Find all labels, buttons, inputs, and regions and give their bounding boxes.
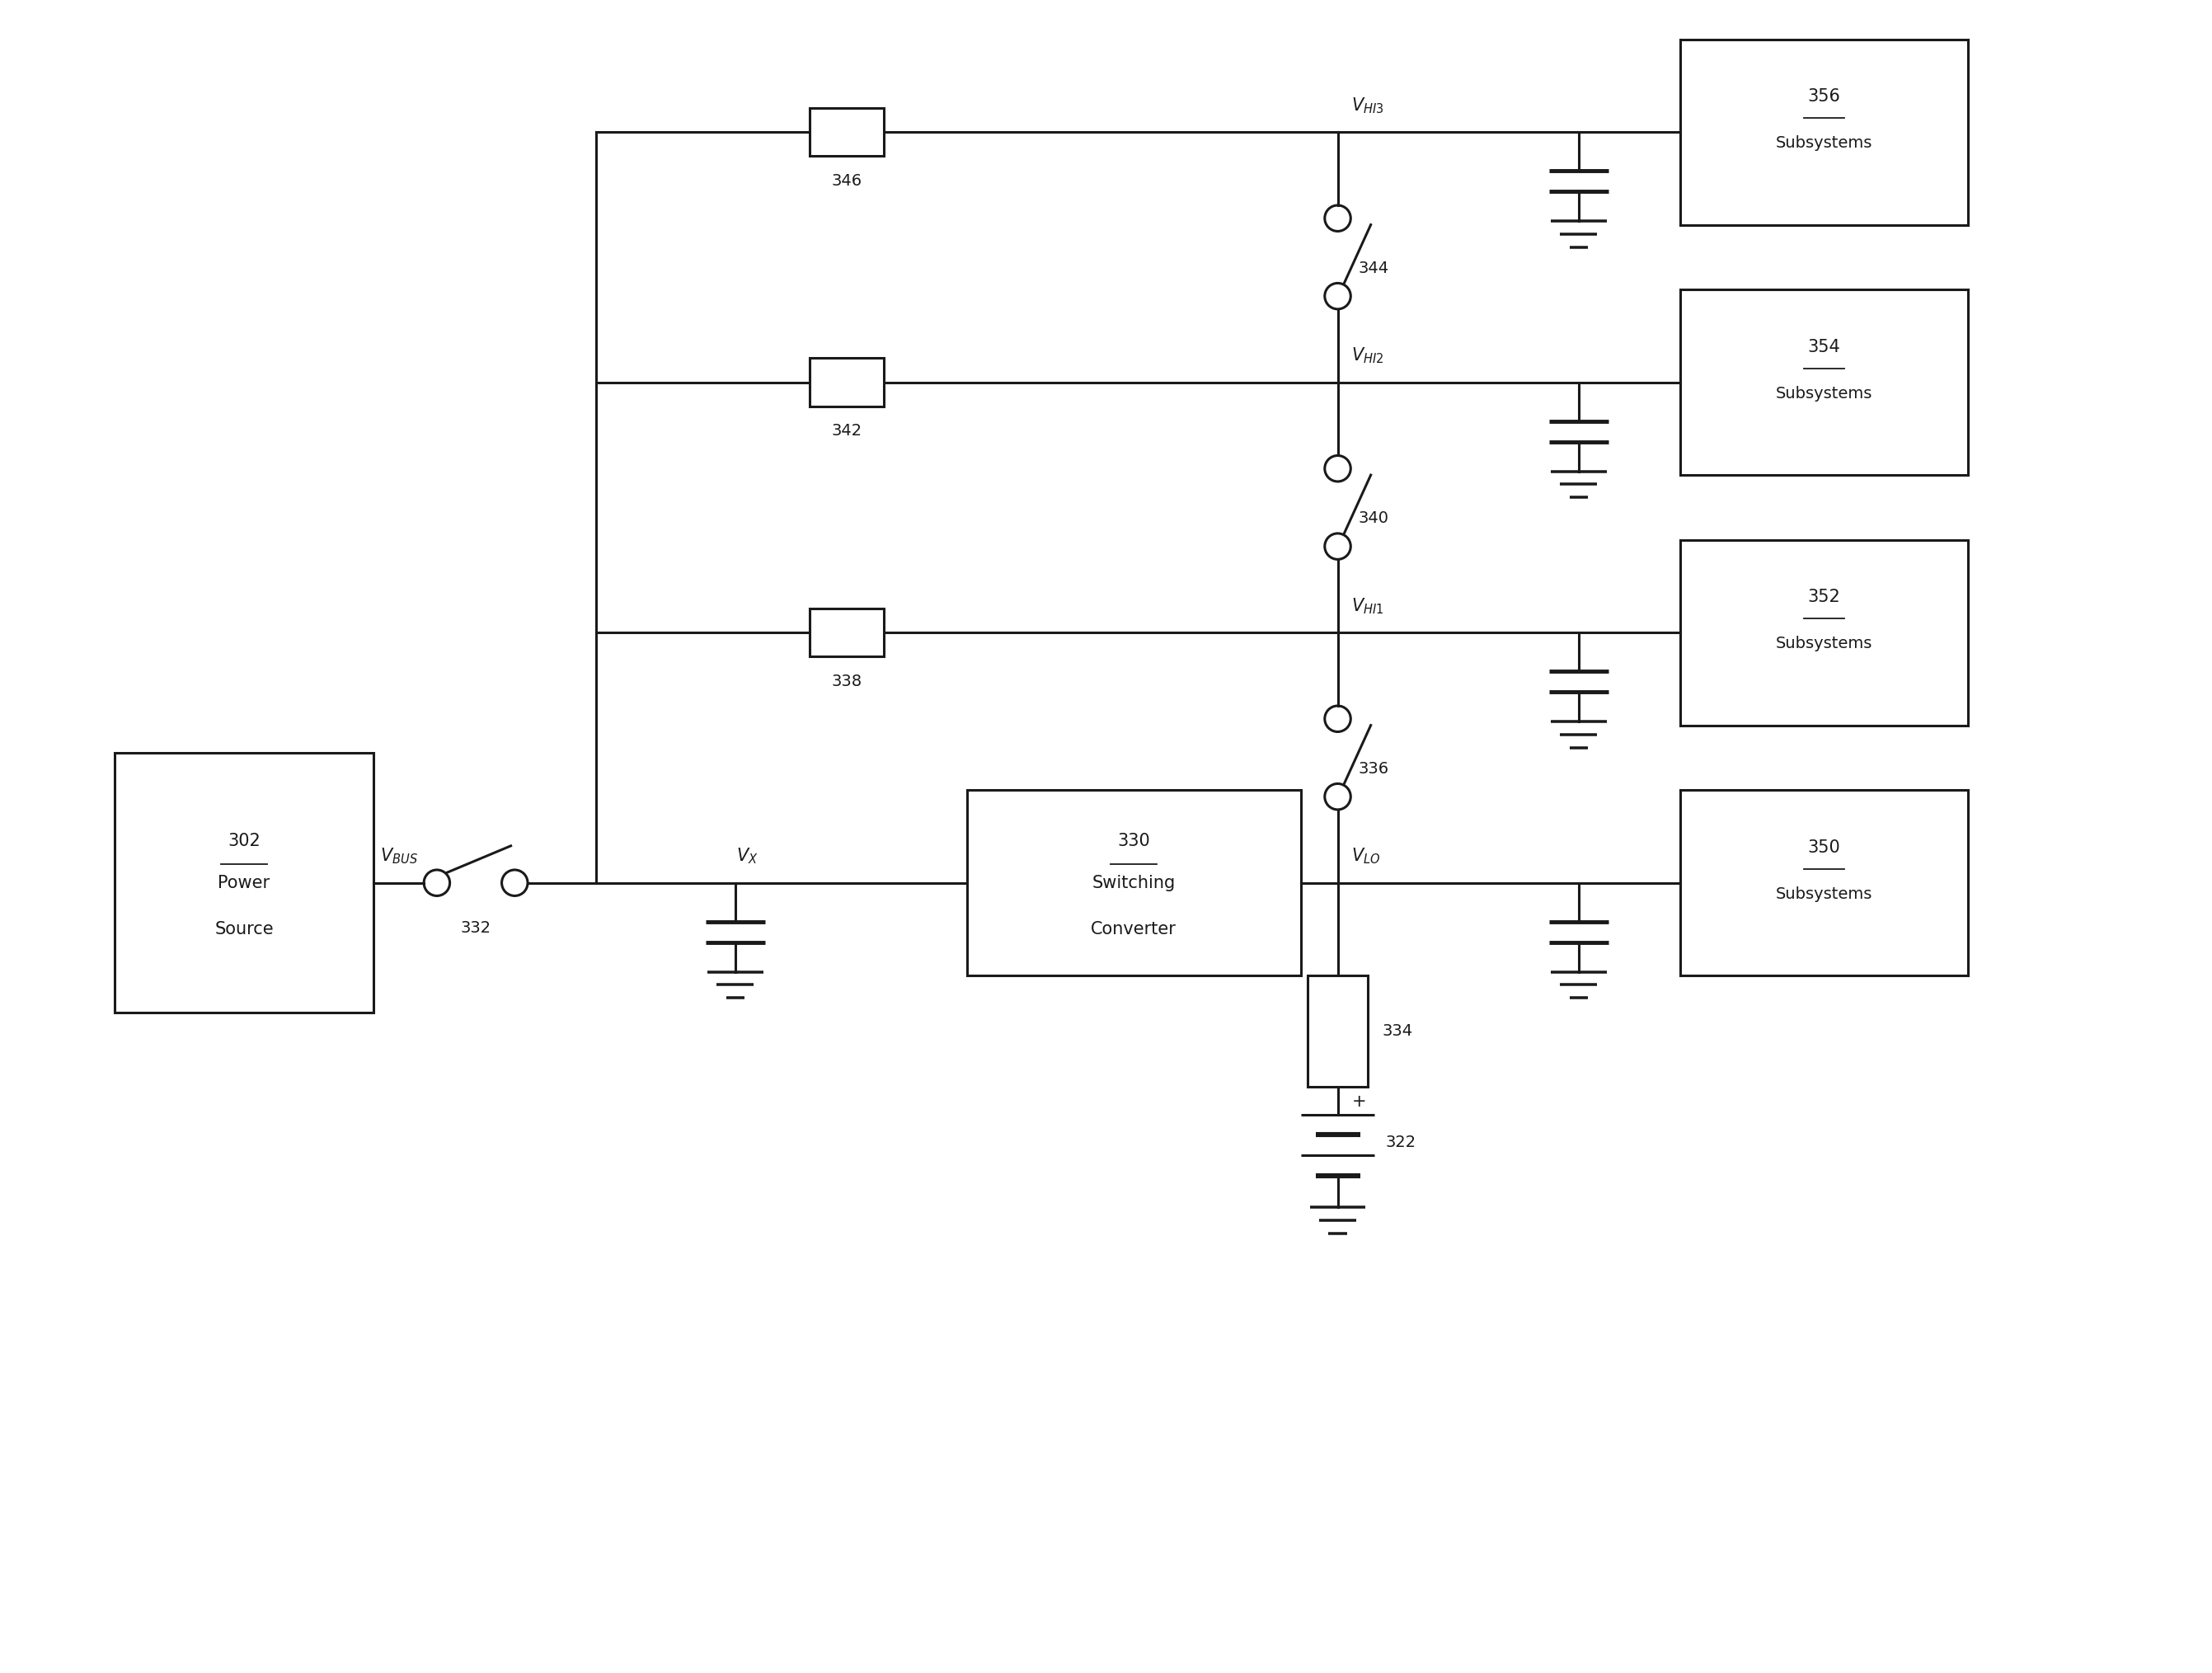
Text: 334: 334 [1382,1024,1413,1039]
Text: $V_{HI2}$: $V_{HI2}$ [1352,346,1385,366]
Bar [115,753,374,1012]
Bar [810,609,883,657]
Text: $V_{LO}$: $V_{LO}$ [1352,847,1380,867]
Text: Converter: Converter [1091,920,1177,937]
Text: 354: 354 [1807,340,1840,355]
Text: Subsystems: Subsystems [1776,887,1874,902]
Text: 330: 330 [1117,833,1150,850]
Text: Switching: Switching [1093,875,1175,892]
Bar [810,358,883,407]
Text: Subsystems: Subsystems [1776,136,1874,151]
Text: $V_{HI3}$: $V_{HI3}$ [1352,95,1385,115]
Bar [1681,790,1969,975]
Text: +: + [1352,1094,1367,1109]
Bar [1681,289,1969,475]
Text: 342: 342 [832,423,863,438]
Bar [810,109,883,156]
Text: 346: 346 [832,172,863,189]
Bar [1307,975,1367,1087]
Text: 350: 350 [1807,840,1840,857]
Text: $V_{HI1}$: $V_{HI1}$ [1352,597,1385,616]
Text: $V_{BUS}$: $V_{BUS}$ [380,847,418,867]
Bar [1681,540,1969,726]
Text: 322: 322 [1387,1134,1416,1151]
Bar [1681,40,1969,224]
Text: 352: 352 [1807,589,1840,606]
Text: Source: Source [215,920,274,937]
Text: Subsystems: Subsystems [1776,385,1874,402]
Text: $V_X$: $V_X$ [737,847,759,867]
Text: 344: 344 [1358,261,1389,276]
Bar [967,790,1301,975]
Text: 338: 338 [832,673,863,689]
Text: 336: 336 [1358,761,1389,776]
Text: 302: 302 [228,833,261,850]
Text: 340: 340 [1358,510,1389,527]
Text: Subsystems: Subsystems [1776,636,1874,651]
Text: 332: 332 [460,920,491,935]
Text: 356: 356 [1807,89,1840,105]
Text: Power: Power [219,875,270,892]
